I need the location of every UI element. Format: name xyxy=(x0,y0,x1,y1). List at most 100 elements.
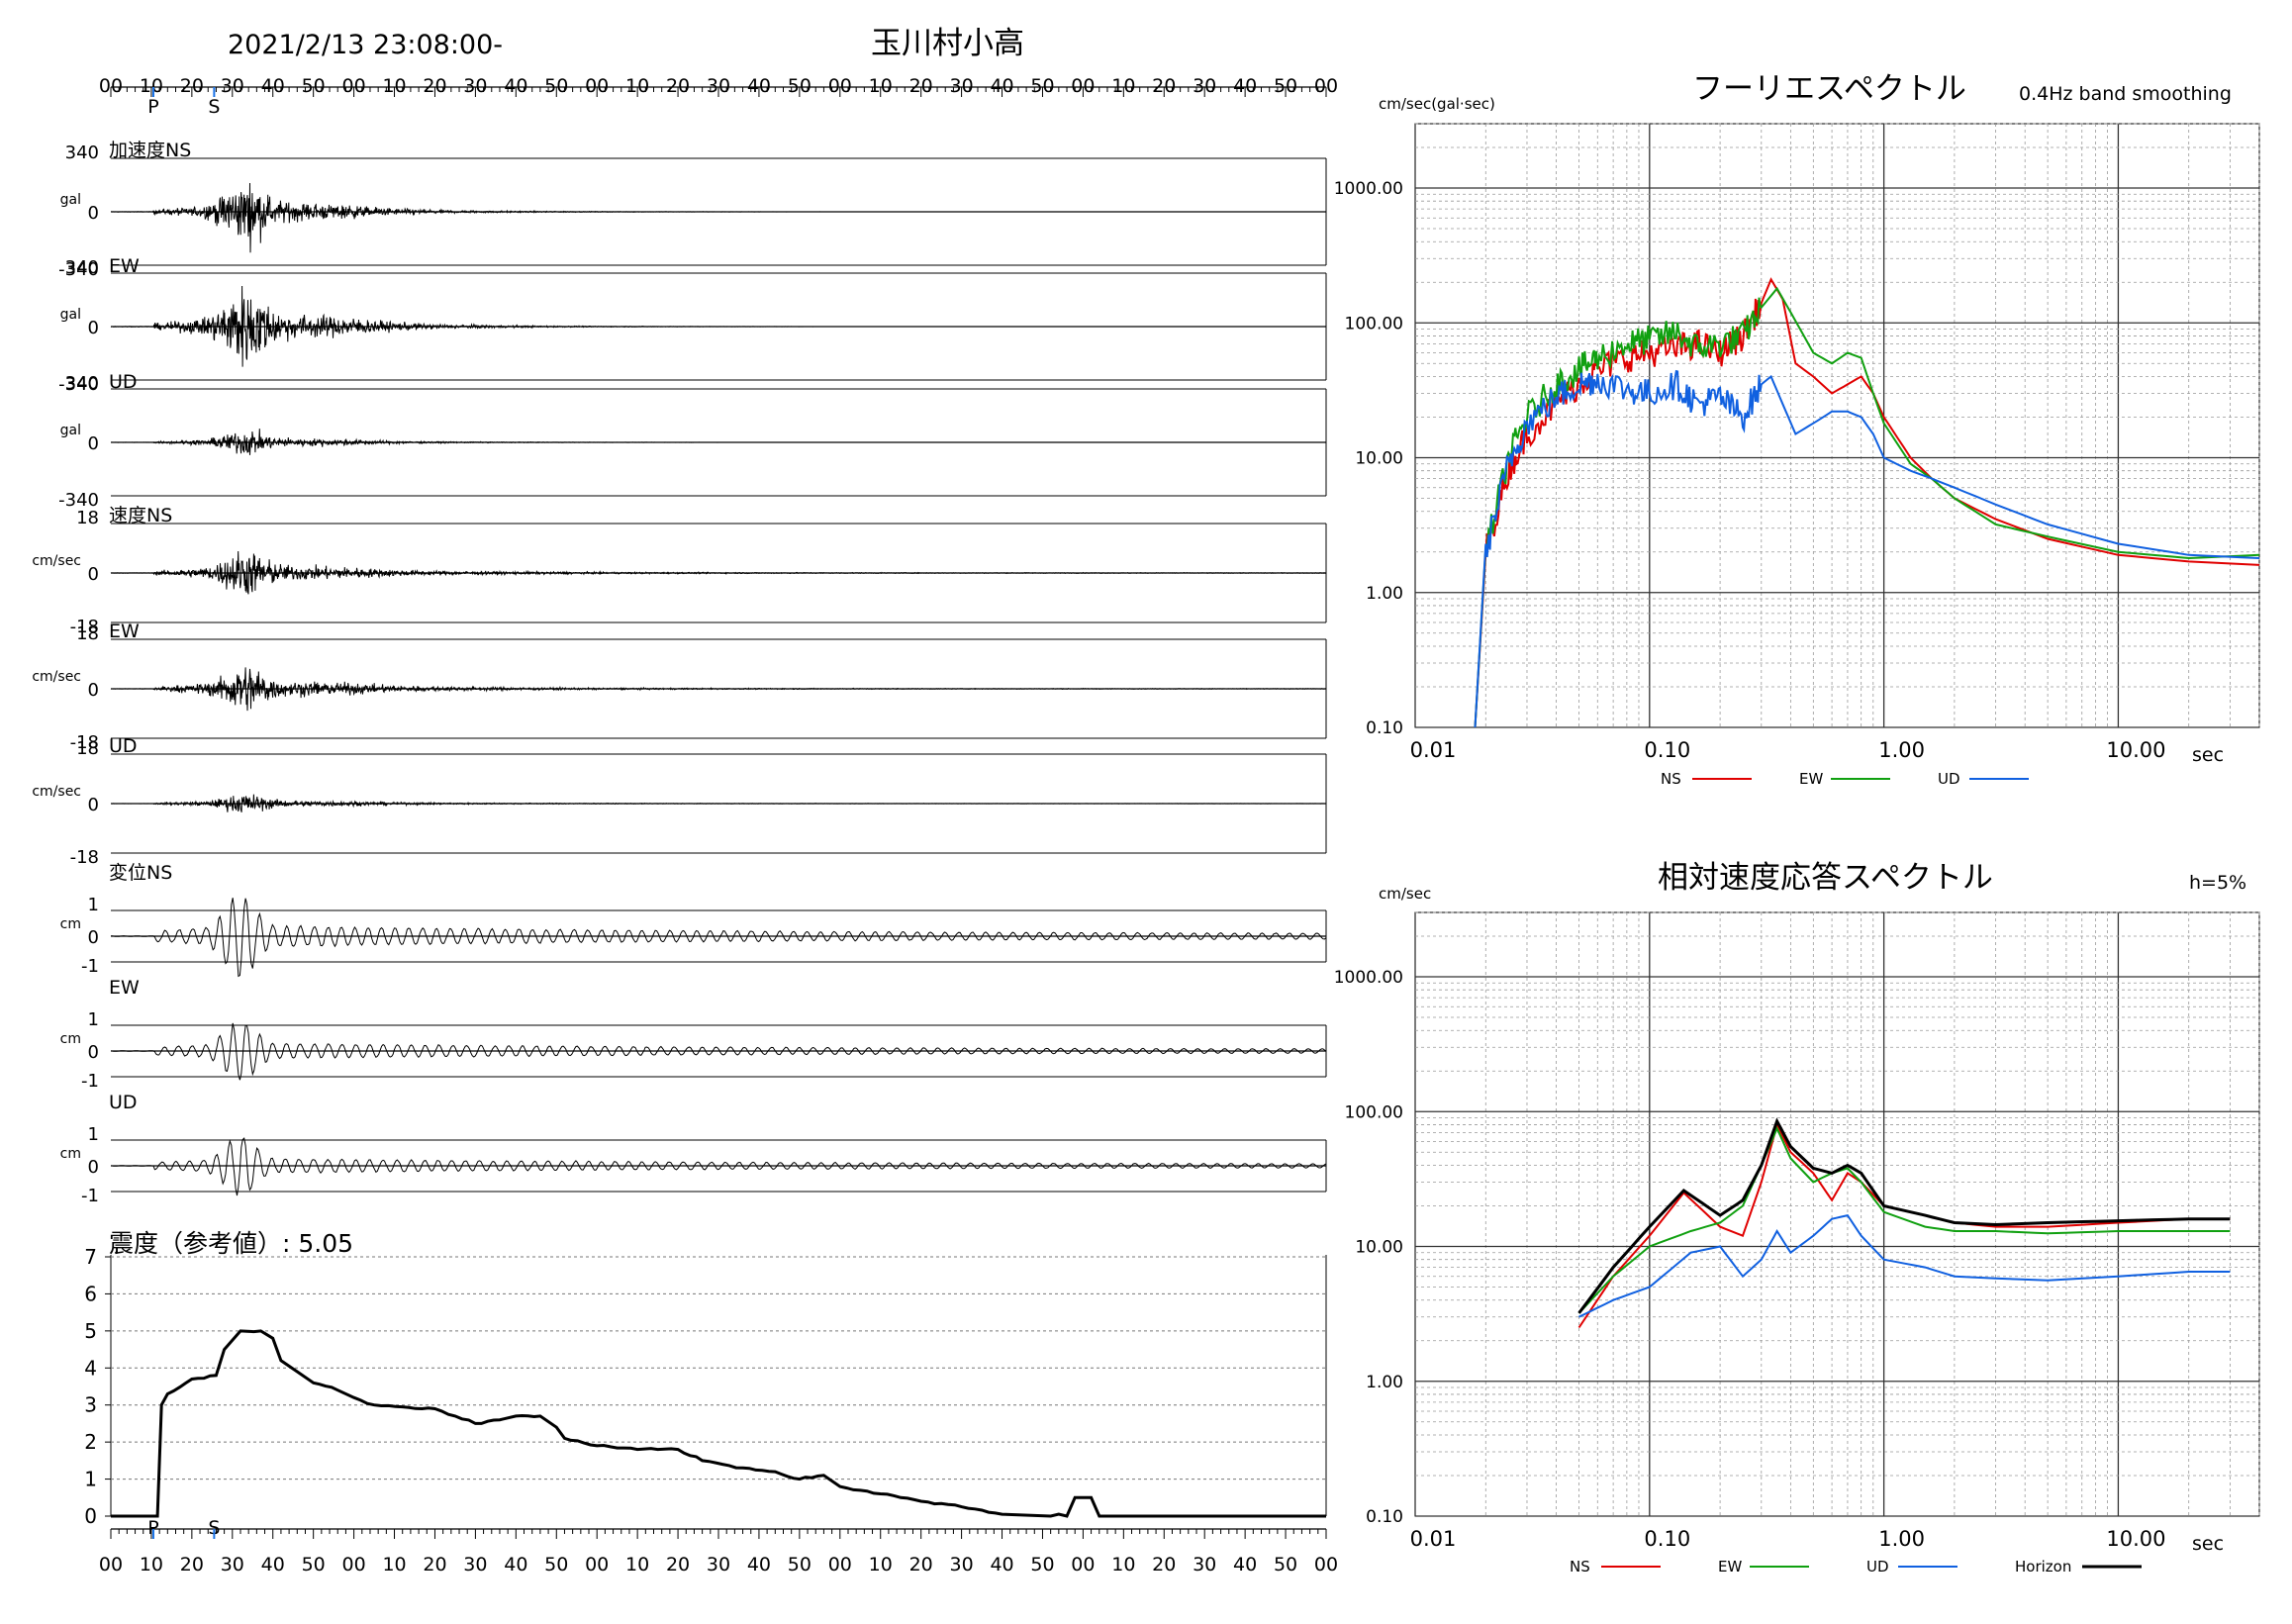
bottom-time-p-marker: P xyxy=(147,1517,158,1539)
response-xtick-label: 1.00 xyxy=(1878,1527,1925,1551)
max-amplitude-label: 340 xyxy=(65,143,99,163)
top-time-tick-label: 00 xyxy=(342,75,366,97)
fourier-xtick-label: 10.00 xyxy=(2106,738,2165,762)
zero-label: 0 xyxy=(88,795,99,815)
intensity-chart: 0 1 2 3 4 5 6 7 xyxy=(84,1245,1327,1528)
time-axis-top: 00 10 20 30 40 50 00 10 20 30 40 50 00 10 20 30 40 50 00 10… xyxy=(99,75,1338,118)
waveform-panel-ew: EW 1 0 -1 cm xyxy=(60,977,1327,1092)
waveform-trace xyxy=(110,550,1326,595)
response-plot-frame xyxy=(1414,911,2260,1517)
top-time-tick-label: 30 xyxy=(463,75,487,97)
component-label: UD xyxy=(109,371,138,393)
bottom-time-s-marker: S xyxy=(208,1517,220,1539)
top-time-tick-label: 10 xyxy=(869,75,893,97)
min-amplitude-label: -18 xyxy=(70,847,99,868)
response-xtick-label: 0.01 xyxy=(1410,1527,1457,1551)
max-amplitude-label: 1 xyxy=(88,1009,99,1030)
component-label: 速度NS xyxy=(109,505,172,526)
waveform-panel-ud: UD 18 0 -18 cm/sec xyxy=(32,735,1327,868)
top-time-tick-label: 00 xyxy=(99,75,123,97)
zero-label: 0 xyxy=(88,203,99,224)
top-time-tick-label: 30 xyxy=(707,75,730,97)
bottom-time-tick-label: 10 xyxy=(1111,1554,1135,1576)
waveform-panel-start-ns: 速度NS 18 0 -18 cm/sec xyxy=(32,505,1327,637)
response-xlabel: sec xyxy=(2192,1533,2224,1555)
fourier-legend-label: NS xyxy=(1661,770,1681,788)
waveform-trace xyxy=(110,1137,1327,1196)
intensity-ytick-label: 1 xyxy=(84,1468,97,1491)
component-label: EW xyxy=(109,977,140,999)
component-label: UD xyxy=(109,735,138,757)
top-time-tick-label: 30 xyxy=(950,75,974,97)
response-ytick-label: 10.00 xyxy=(1355,1238,1403,1258)
component-label: UD xyxy=(109,1092,138,1113)
waveform-trace xyxy=(110,1022,1327,1081)
waveform-panel-ud: UD 1 0 -1 cm xyxy=(60,1092,1327,1206)
fourier-ytick-label: 100.00 xyxy=(1345,314,1403,334)
fourier-ylabel: cm/sec(gal·sec) xyxy=(1379,95,1495,113)
component-label: 変位NS xyxy=(109,862,172,884)
max-amplitude-label: 340 xyxy=(65,373,99,394)
waveform-panel-start-ns: 変位NS 1 0 -1 cm xyxy=(60,862,1327,978)
response-chart: 1000.00 100.00 10.00 1.00 0.10 0.01 0.10 1.00 10… xyxy=(1334,911,2260,1576)
fourier-ytick-label: 1.00 xyxy=(1366,584,1403,604)
bottom-time-tick-label: 30 xyxy=(707,1554,730,1576)
response-ytick-label: 100.00 xyxy=(1345,1102,1403,1122)
top-time-tick-label: 00 xyxy=(1314,75,1338,97)
top-time-tick-label: 00 xyxy=(585,75,609,97)
fourier-xtick-label: 0.10 xyxy=(1644,738,1690,762)
top-time-tick-label: 20 xyxy=(180,75,204,97)
response-series-ns xyxy=(1577,1121,2231,1329)
bottom-time-tick-label: 10 xyxy=(382,1554,406,1576)
response-legend-label: Horizon xyxy=(2015,1558,2071,1576)
top-time-tick-label: 20 xyxy=(909,75,933,97)
bottom-time-tick-label: 20 xyxy=(909,1554,933,1576)
max-amplitude-label: 340 xyxy=(65,257,99,278)
top-time-tick-label: 10 xyxy=(140,75,163,97)
max-amplitude-label: 18 xyxy=(76,738,99,759)
bottom-time-tick-label: 20 xyxy=(666,1554,690,1576)
response-title: 相対速度応答スペクトル xyxy=(1658,860,1993,896)
top-time-tick-label: 30 xyxy=(1193,75,1216,97)
waveform-trace xyxy=(111,429,1326,455)
fourier-legend-label: UD xyxy=(1938,770,1960,788)
unit-label: cm xyxy=(60,916,81,932)
bottom-time-tick-label: 00 xyxy=(1314,1554,1338,1576)
bottom-time-tick-label: 30 xyxy=(1193,1554,1216,1576)
unit-label: gal xyxy=(60,307,81,323)
bottom-time-tick-label: 40 xyxy=(504,1554,527,1576)
min-amplitude-label: -340 xyxy=(58,490,99,511)
top-time-s-marker: S xyxy=(208,96,220,118)
bottom-time-tick-label: 10 xyxy=(625,1554,649,1576)
top-time-tick-label: 00 xyxy=(828,75,852,97)
response-ytick-label: 1.00 xyxy=(1366,1373,1403,1392)
response-xtick-label: 0.10 xyxy=(1644,1527,1690,1551)
min-amplitude-label: -18 xyxy=(70,732,99,753)
bottom-time-tick-label: 20 xyxy=(1152,1554,1176,1576)
top-time-tick-label: 30 xyxy=(221,75,244,97)
bottom-time-tick-label: 50 xyxy=(302,1554,326,1576)
unit-label: cm/sec xyxy=(32,784,81,800)
max-amplitude-label: 18 xyxy=(76,623,99,644)
bottom-time-tick-label: 50 xyxy=(1030,1554,1054,1576)
response-ytick-label: 0.10 xyxy=(1366,1507,1403,1527)
bottom-time-tick-label: 30 xyxy=(950,1554,974,1576)
response-xtick-label: 10.00 xyxy=(2106,1527,2165,1551)
top-time-tick-label: 40 xyxy=(504,75,527,97)
bottom-time-tick-label: 00 xyxy=(1071,1554,1095,1576)
fourier-series-ew xyxy=(1474,286,2260,728)
top-time-tick-label: 10 xyxy=(382,75,406,97)
fourier-chart: 1000.00 100.00 10.00 1.00 0.10 0.01 0.10 1.00 10… xyxy=(1334,123,2260,788)
top-time-p-marker: P xyxy=(147,96,158,118)
bottom-time-tick-label: 00 xyxy=(585,1554,609,1576)
bottom-time-tick-label: 40 xyxy=(747,1554,771,1576)
intensity-ytick-label: 5 xyxy=(84,1319,97,1343)
max-amplitude-label: 18 xyxy=(76,508,99,528)
response-legend-label: UD xyxy=(1866,1558,1889,1576)
min-amplitude-label: -1 xyxy=(81,1186,99,1206)
min-amplitude-label: -340 xyxy=(58,374,99,395)
zero-label: 0 xyxy=(88,318,99,338)
top-time-tick-label: 20 xyxy=(666,75,690,97)
station-name: 玉川村小高 xyxy=(871,26,1024,61)
